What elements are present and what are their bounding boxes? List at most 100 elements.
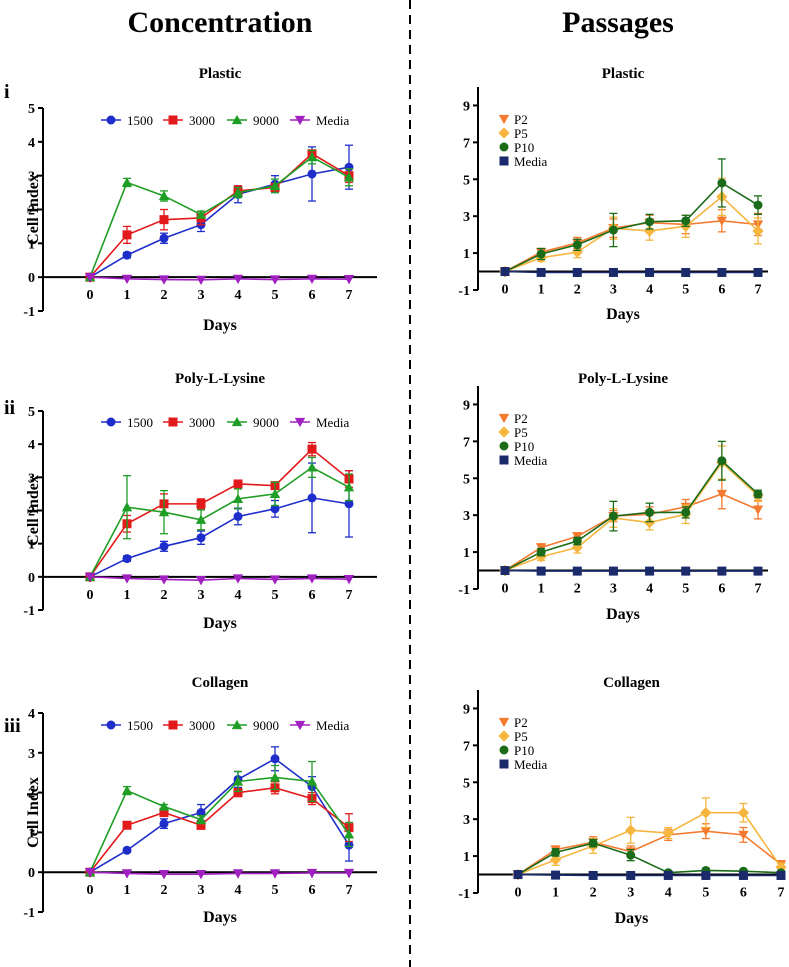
data-point bbox=[269, 275, 281, 285]
x-tick-label: 4 bbox=[235, 883, 242, 898]
series-line bbox=[89, 466, 350, 578]
data-point bbox=[122, 845, 132, 855]
data-point bbox=[717, 456, 727, 466]
x-axis-label: Days bbox=[615, 910, 649, 927]
data-point bbox=[196, 808, 206, 817]
legend-label: P5 bbox=[514, 729, 528, 744]
series-media bbox=[500, 566, 763, 576]
y-tick-label: 3 bbox=[28, 747, 35, 762]
data-point bbox=[159, 808, 169, 817]
legend-marker bbox=[106, 417, 116, 427]
y-tick-label: 1 bbox=[463, 247, 470, 262]
data-point bbox=[500, 566, 510, 576]
y-tick-label: 0 bbox=[28, 571, 35, 586]
legend-marker bbox=[294, 417, 306, 428]
data-point bbox=[343, 575, 355, 585]
legend-label: P10 bbox=[514, 140, 534, 155]
data-point bbox=[159, 819, 169, 829]
data-point bbox=[306, 274, 318, 285]
y-tick-label: 7 bbox=[463, 136, 470, 151]
data-point bbox=[122, 820, 132, 830]
legend-label: 1500 bbox=[127, 718, 153, 733]
data-point bbox=[158, 190, 170, 201]
y-tick-label: 1 bbox=[463, 850, 470, 865]
data-point bbox=[84, 273, 96, 283]
data-point bbox=[752, 225, 764, 237]
x-tick-label: 7 bbox=[346, 288, 353, 303]
series-p5 bbox=[499, 177, 764, 278]
x-tick-label: 3 bbox=[198, 883, 205, 898]
x-tick-label: 0 bbox=[87, 883, 94, 898]
series-1500 bbox=[85, 144, 354, 282]
data-point bbox=[269, 180, 281, 190]
data-point bbox=[753, 200, 763, 210]
legend-label: Media bbox=[514, 154, 547, 169]
data-point bbox=[513, 870, 523, 880]
y-tick-label: 2 bbox=[28, 204, 35, 219]
x-tick-label: 3 bbox=[198, 588, 205, 603]
series-p2 bbox=[499, 478, 764, 576]
series-media bbox=[513, 870, 786, 880]
data-point bbox=[306, 574, 318, 584]
legend-label: 9000 bbox=[253, 718, 279, 733]
y-tick-label: 2 bbox=[28, 505, 35, 520]
series-line bbox=[504, 493, 759, 572]
x-tick-label: 0 bbox=[502, 582, 509, 597]
x-tick-label: 0 bbox=[515, 886, 522, 901]
legend-label: 1500 bbox=[127, 113, 153, 128]
series-line bbox=[89, 156, 350, 278]
data-point bbox=[232, 187, 244, 197]
x-tick-label: 2 bbox=[161, 883, 168, 898]
legend-marker bbox=[231, 719, 243, 730]
legend-marker bbox=[294, 115, 306, 126]
data-point bbox=[753, 489, 763, 499]
data-point bbox=[625, 824, 637, 836]
legend-marker bbox=[498, 426, 510, 438]
legend-marker bbox=[498, 114, 510, 125]
x-tick-label: 7 bbox=[346, 883, 353, 898]
chart-conc-pll: Poly-L-Lysine ii -1 0 1 2 3 4 5 0 1 2 3 4 5 6 7 Days Cell … bbox=[4, 371, 377, 632]
data-point bbox=[195, 814, 207, 824]
data-point bbox=[343, 482, 355, 492]
data-point bbox=[643, 225, 656, 237]
data-point bbox=[626, 870, 636, 880]
legend-label: Media bbox=[316, 718, 349, 733]
data-point bbox=[159, 233, 169, 243]
chart-pass-pll: Poly-L-Lysine -1 1 3 5 7 9 0 1 2 3 4 5 6 7 Days P2P5P10M… bbox=[458, 371, 768, 623]
data-point bbox=[121, 574, 133, 584]
legend-label: Media bbox=[316, 415, 349, 430]
data-point bbox=[700, 827, 712, 837]
x-tick-label: 1 bbox=[124, 588, 131, 603]
x-tick-label: 6 bbox=[740, 886, 747, 901]
y-tick-label: 1 bbox=[463, 546, 470, 561]
legend-marker bbox=[499, 156, 509, 166]
series-line bbox=[504, 569, 758, 572]
data-point bbox=[306, 776, 318, 786]
chart-conc-plastic: Plastic i -1 0 1 2 3 4 5 0 1 2 3 4 5 6 7 Days Cell Index 15… bbox=[4, 66, 377, 334]
x-tick-label: 3 bbox=[610, 582, 617, 597]
y-tick-label: 5 bbox=[463, 173, 470, 188]
data-point bbox=[681, 507, 691, 517]
x-tick-label: 2 bbox=[574, 582, 581, 597]
series-media bbox=[84, 273, 355, 286]
y-tick-label: 0 bbox=[28, 866, 35, 881]
series-line bbox=[504, 459, 759, 572]
data-point bbox=[343, 275, 355, 285]
series-line bbox=[89, 497, 350, 578]
x-tick-label: 7 bbox=[778, 886, 785, 901]
data-point bbox=[717, 566, 727, 576]
y-tick-label: 0 bbox=[28, 271, 35, 286]
y-tick-label: 3 bbox=[28, 170, 35, 185]
series-line bbox=[89, 757, 350, 873]
x-tick-label: 5 bbox=[682, 283, 689, 298]
y-tick-label: 3 bbox=[463, 509, 470, 524]
data-point bbox=[536, 547, 546, 557]
y-tick-label: 5 bbox=[28, 102, 35, 117]
legend: 1500 3000 9000 Media bbox=[101, 718, 349, 733]
chart-title: Collagen bbox=[192, 675, 249, 691]
data-point bbox=[344, 499, 354, 509]
